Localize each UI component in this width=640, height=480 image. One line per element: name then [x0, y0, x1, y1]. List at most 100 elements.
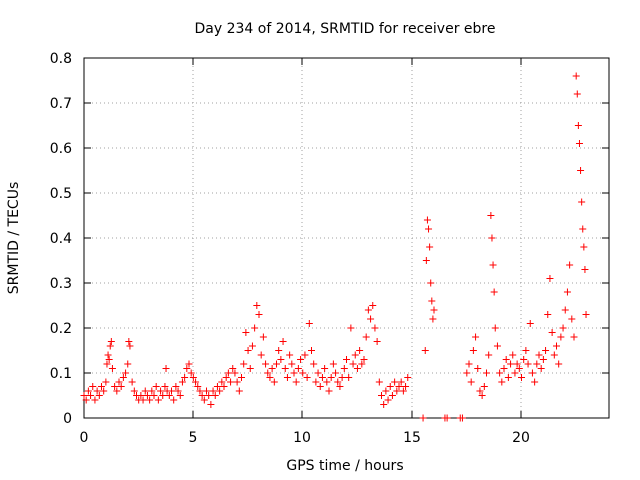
data-point — [419, 414, 427, 422]
data-point — [310, 360, 318, 368]
data-point — [189, 374, 197, 381]
data-point — [143, 392, 151, 399]
data-point — [535, 351, 543, 359]
data-point — [559, 324, 567, 332]
x-tick-labels: 0 5 10 15 20 — [80, 430, 530, 446]
data-point — [476, 387, 484, 395]
data-point — [122, 369, 130, 377]
data-point — [327, 374, 335, 381]
data-point — [248, 342, 256, 350]
data-point — [345, 374, 353, 381]
data-point — [553, 342, 560, 350]
data-point — [297, 356, 305, 363]
data-point — [128, 378, 136, 386]
data-point — [257, 351, 265, 359]
data-point — [362, 333, 370, 341]
data-point — [238, 374, 245, 381]
data-point — [526, 320, 534, 327]
data-point — [104, 351, 112, 359]
data-point — [102, 378, 110, 386]
data-point — [209, 387, 217, 395]
data-point — [115, 378, 123, 386]
y-tick-labels: 0 0.1 0.2 0.3 0.4 0.5 0.6 0.7 0.8 — [50, 51, 72, 427]
data-point — [340, 365, 348, 372]
data-point — [375, 378, 383, 386]
data-point — [566, 261, 574, 269]
data-point — [570, 333, 578, 341]
data-point — [251, 324, 259, 332]
data-point — [139, 396, 147, 404]
data-point — [504, 374, 512, 381]
data-point — [98, 383, 105, 390]
data-point — [216, 387, 224, 395]
data-point — [159, 392, 167, 399]
data-point — [303, 374, 311, 381]
data-point — [568, 315, 576, 323]
data-point — [358, 360, 366, 368]
data-point — [582, 311, 590, 318]
data-point — [426, 243, 434, 251]
data-point — [170, 396, 178, 404]
data-point — [522, 347, 530, 354]
data-point — [253, 302, 261, 309]
data-point — [273, 360, 280, 368]
data-point — [80, 392, 88, 399]
data-point — [397, 378, 405, 386]
data-point — [312, 378, 320, 386]
data-point — [321, 365, 329, 372]
data-point — [183, 365, 191, 372]
data-point — [192, 378, 200, 386]
data-point — [106, 342, 114, 350]
data-point — [130, 387, 138, 395]
data-point — [507, 360, 515, 368]
data-point — [474, 365, 482, 372]
data-point — [157, 387, 165, 395]
data-point — [262, 360, 270, 368]
data-point — [103, 360, 111, 368]
data-point — [360, 356, 368, 363]
data-point — [575, 140, 583, 147]
data-point — [279, 338, 287, 345]
data-point — [316, 383, 324, 390]
data-point — [480, 383, 488, 390]
data-point — [463, 369, 471, 377]
data-point — [318, 374, 326, 381]
data-point — [343, 356, 350, 363]
data-point — [222, 374, 230, 381]
data-point — [369, 302, 377, 309]
plot-grid — [84, 58, 609, 418]
data-point — [105, 356, 113, 363]
data-point — [548, 329, 556, 336]
data-point — [200, 396, 208, 404]
data-point — [393, 387, 401, 395]
data-point — [266, 374, 274, 381]
data-point — [469, 347, 477, 354]
data-point — [430, 306, 438, 314]
data-point — [395, 383, 403, 390]
data-point — [294, 365, 302, 372]
data-point — [233, 378, 241, 386]
data-point — [141, 387, 149, 395]
data-point — [240, 360, 248, 368]
data-point — [546, 275, 554, 282]
data-point — [561, 306, 569, 314]
data-point — [227, 378, 235, 386]
data-point — [577, 167, 585, 174]
data-point — [314, 369, 322, 377]
data-point — [218, 378, 226, 386]
data-point — [288, 360, 296, 368]
data-point — [82, 396, 90, 404]
x-ticks — [83, 58, 522, 418]
data-point — [137, 392, 145, 399]
data-point — [509, 351, 517, 359]
data-point — [404, 374, 412, 381]
y-tick-label: 0.8 — [50, 51, 72, 67]
data-point — [555, 360, 563, 368]
data-point — [185, 360, 193, 368]
data-point — [308, 347, 315, 354]
data-point — [220, 383, 228, 390]
data-point — [168, 387, 175, 395]
data-markers — [80, 72, 590, 422]
x-tick-label: 10 — [293, 430, 311, 446]
data-point — [176, 392, 184, 399]
